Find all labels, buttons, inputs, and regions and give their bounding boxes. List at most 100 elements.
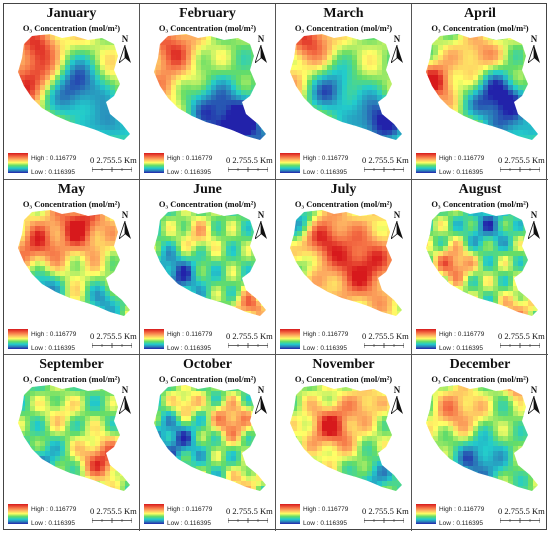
concentration-map bbox=[290, 209, 402, 316]
north-arrow-icon: N bbox=[253, 34, 269, 64]
north-arrow-icon: N bbox=[389, 385, 405, 415]
legend-low-label: Low : 0.116395 bbox=[303, 169, 347, 176]
north-label: N bbox=[121, 385, 129, 396]
north-label: N bbox=[393, 209, 401, 220]
legend-high-label: High : 0.116779 bbox=[167, 330, 213, 338]
scale-bar-icon bbox=[92, 518, 132, 524]
legend-low-label: Low : 0.116395 bbox=[303, 520, 347, 528]
north-arrow-icon: N bbox=[117, 210, 133, 240]
legend-low-label: Low : 0.116395 bbox=[167, 520, 211, 528]
north-arrow-icon: N bbox=[389, 210, 405, 240]
legend-high-label: High : 0.116779 bbox=[303, 330, 349, 338]
legend-color-ramp bbox=[416, 328, 436, 349]
north-arrow-icon: N bbox=[253, 210, 269, 240]
month-panel-june: June O₃ Concentration (mol/m²) N High : … bbox=[140, 179, 276, 356]
legend-high-label: High : 0.116779 bbox=[31, 506, 77, 514]
legend-high-label: High : 0.116779 bbox=[439, 155, 485, 162]
concentration-map bbox=[18, 209, 130, 316]
month-title: May bbox=[57, 181, 86, 197]
legend-color-ramp bbox=[416, 504, 436, 525]
scale-label: 0 2.755.5 Km bbox=[498, 330, 545, 341]
scale-label: 0 2.755.5 Km bbox=[498, 155, 545, 165]
panel-subtitle: O₃ Concentration (mol/m²) bbox=[431, 198, 529, 209]
month-title: March bbox=[323, 6, 364, 21]
scale-label: 0 2.755.5 Km bbox=[90, 330, 137, 341]
panel-subtitle: O₃ Concentration (mol/m²) bbox=[22, 23, 121, 33]
legend-high-label: High : 0.116779 bbox=[303, 155, 349, 162]
panel-subtitle: O₃ Concentration (mol/m²) bbox=[158, 374, 257, 385]
scale-label: 0 2.755.5 Km bbox=[226, 330, 273, 341]
scale-bar-icon bbox=[364, 167, 404, 172]
legend-high-label: High : 0.116779 bbox=[31, 155, 77, 162]
scale-bar-icon bbox=[364, 518, 404, 524]
panel-subtitle: O₃ Concentration (mol/m²) bbox=[431, 374, 529, 385]
north-label: N bbox=[393, 385, 401, 396]
concentration-map bbox=[154, 34, 266, 140]
scale-label: 0 2.755.5 Km bbox=[90, 155, 137, 165]
legend-low-label: Low : 0.116395 bbox=[303, 344, 347, 352]
scale-bar-icon bbox=[500, 342, 540, 348]
monthly-maps-grid: January O₃ Concentration (mol/m²) N High… bbox=[3, 3, 548, 531]
north-label: N bbox=[257, 209, 265, 220]
north-arrow-icon: N bbox=[526, 34, 542, 64]
month-panel-december: December O₃ Concentration (mol/m²) N Hig… bbox=[412, 355, 548, 531]
concentration-map bbox=[18, 34, 130, 140]
scale-bar-icon bbox=[228, 167, 268, 172]
legend-color-ramp bbox=[144, 328, 164, 349]
legend-low-label: Low : 0.116395 bbox=[439, 344, 483, 352]
month-panel-october: October O₃ Concentration (mol/m²) N High… bbox=[140, 355, 276, 531]
scale-bar-icon bbox=[92, 342, 132, 348]
legend-color-ramp bbox=[280, 153, 300, 173]
concentration-map bbox=[426, 209, 538, 316]
legend-high-label: High : 0.116779 bbox=[439, 330, 485, 338]
month-title: November bbox=[312, 357, 375, 373]
legend-low-label: Low : 0.116395 bbox=[31, 344, 75, 352]
scale-label: 0 2.755.5 Km bbox=[362, 506, 409, 517]
scale-label: 0 2.755.5 Km bbox=[362, 155, 409, 165]
north-label: N bbox=[393, 34, 401, 44]
north-label: N bbox=[257, 34, 265, 44]
legend-color-ramp bbox=[280, 504, 300, 525]
north-arrow-icon: N bbox=[253, 385, 269, 415]
legend-color-ramp bbox=[144, 504, 164, 525]
concentration-map bbox=[290, 34, 402, 140]
north-arrow-icon: N bbox=[117, 385, 133, 415]
legend-low-label: Low : 0.116395 bbox=[439, 520, 483, 528]
panel-subtitle: O₃ Concentration (mol/m²) bbox=[22, 374, 121, 385]
month-panel-november: November O₃ Concentration (mol/m²) N Hig… bbox=[276, 355, 412, 531]
month-title: July bbox=[330, 181, 357, 197]
scale-label: 0 2.755.5 Km bbox=[226, 155, 273, 165]
month-panel-may: May O₃ Concentration (mol/m²) N High : 0… bbox=[4, 179, 140, 356]
north-label: N bbox=[257, 385, 265, 396]
month-title: April bbox=[464, 6, 496, 21]
scale-bar-icon bbox=[228, 342, 268, 348]
legend-high-label: High : 0.116779 bbox=[167, 155, 213, 162]
concentration-map bbox=[290, 385, 402, 492]
concentration-map bbox=[154, 385, 266, 492]
legend-color-ramp bbox=[8, 328, 28, 349]
legend-high-label: High : 0.116779 bbox=[31, 330, 77, 338]
legend-low-label: Low : 0.116395 bbox=[31, 520, 75, 528]
scale-bar-icon bbox=[500, 518, 540, 524]
legend-color-ramp bbox=[8, 153, 28, 173]
north-label: N bbox=[121, 209, 129, 220]
month-title: August bbox=[458, 181, 502, 197]
north-label: N bbox=[530, 385, 538, 396]
scale-bar-icon bbox=[92, 167, 132, 172]
scale-bar-icon bbox=[228, 518, 268, 524]
scale-label: 0 2.755.5 Km bbox=[90, 506, 137, 517]
north-label: N bbox=[121, 34, 129, 44]
legend-low-label: Low : 0.116395 bbox=[167, 344, 211, 352]
month-title: September bbox=[39, 357, 104, 373]
legend-color-ramp bbox=[144, 153, 164, 173]
month-panel-february: February O₃ Concentration (mol/m²) N Hig… bbox=[140, 4, 276, 180]
concentration-map bbox=[426, 34, 538, 140]
panel-subtitle: O₃ Concentration (mol/m²) bbox=[158, 23, 257, 33]
legend-high-label: High : 0.116779 bbox=[167, 506, 213, 514]
month-panel-july: July O₃ Concentration (mol/m²) N High : … bbox=[276, 179, 412, 356]
panel-subtitle: O₃ Concentration (mol/m²) bbox=[22, 198, 121, 209]
concentration-map bbox=[426, 385, 538, 492]
scale-label: 0 2.755.5 Km bbox=[226, 506, 273, 517]
north-arrow-icon: N bbox=[117, 34, 133, 64]
month-panel-september: September O₃ Concentration (mol/m²) N Hi… bbox=[4, 355, 140, 531]
